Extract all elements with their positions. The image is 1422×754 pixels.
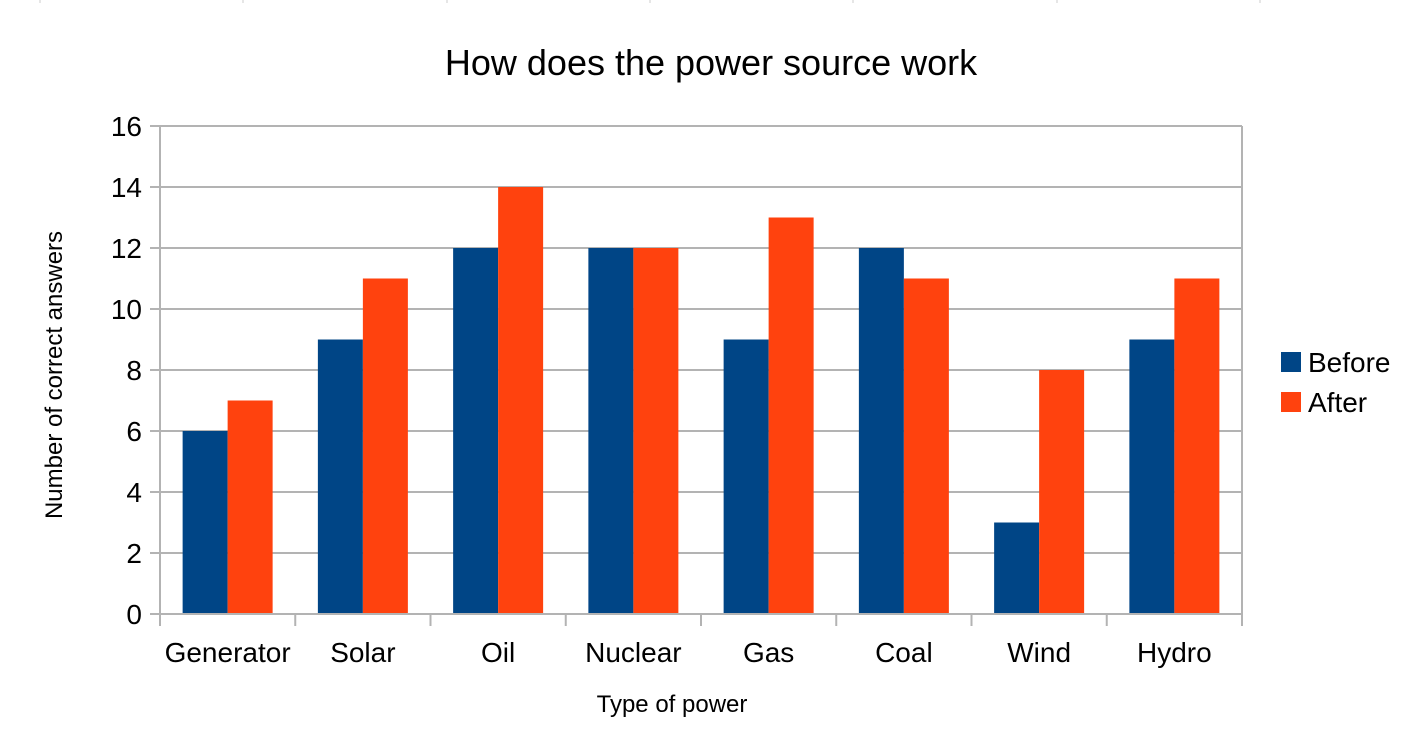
bar-before-generator (182, 431, 228, 614)
bar-after-nuclear (633, 248, 679, 614)
y-tick-label: 4 (126, 477, 142, 508)
axes (159, 126, 1243, 626)
legend: Before After (1281, 347, 1391, 418)
y-tick-labels: 0 2 4 6 8 10 12 14 16 (111, 111, 142, 630)
bar-before-wind (994, 522, 1040, 614)
bar-after-gas (768, 217, 814, 614)
bars (182, 187, 1220, 614)
y-tick-label: 8 (126, 355, 142, 386)
y-tick-label: 12 (111, 233, 142, 264)
bar-before-coal (858, 248, 904, 614)
legend-label-after: After (1308, 387, 1367, 418)
x-tick-label: Hydro (1137, 637, 1212, 668)
legend-swatch-after (1281, 392, 1301, 412)
bar-after-generator (227, 400, 273, 614)
x-tick-label: Oil (481, 637, 515, 668)
x-tick-label: Generator (165, 637, 291, 668)
bar-after-wind (1039, 370, 1085, 614)
bar-before-hydro (1129, 339, 1175, 614)
bar-after-oil (498, 187, 544, 614)
x-tick-label: Nuclear (585, 637, 681, 668)
x-tick-label: Gas (743, 637, 794, 668)
bar-after-hydro (1174, 278, 1220, 614)
x-tick-label: Coal (875, 637, 933, 668)
bar-before-gas (723, 339, 769, 614)
bar-before-oil (453, 248, 499, 614)
y-axis-label: Number of correct answers (41, 231, 68, 519)
top-frame-ticks (39, 0, 1261, 3)
chart-title: How does the power source work (445, 42, 978, 83)
x-tick-label: Solar (330, 637, 395, 668)
y-tick-label: 10 (111, 294, 142, 325)
bar-after-solar (362, 278, 408, 614)
bar-before-solar (317, 339, 363, 614)
y-tick-label: 2 (126, 538, 142, 569)
y-tick-label: 6 (126, 416, 142, 447)
y-tick-label: 16 (111, 111, 142, 142)
y-tick-label: 14 (111, 172, 142, 203)
x-tick-label: Wind (1007, 637, 1071, 668)
bar-before-nuclear (588, 248, 634, 614)
legend-label-before: Before (1308, 347, 1391, 378)
x-axis-label: Type of power (597, 691, 748, 718)
y-tick-label: 0 (126, 599, 142, 630)
legend-swatch-before (1281, 352, 1301, 372)
x-tick-labels: Generator Solar Oil Nuclear Gas Coal Wind Hydro (165, 637, 1212, 668)
bar-after-coal (903, 278, 949, 614)
